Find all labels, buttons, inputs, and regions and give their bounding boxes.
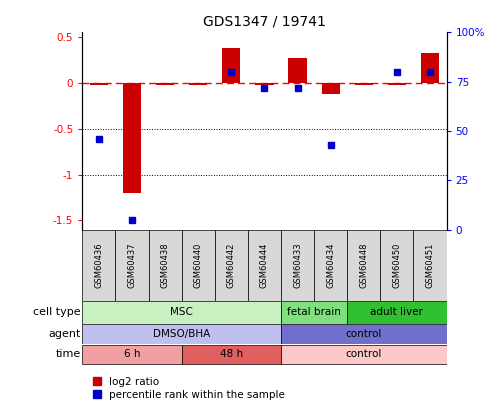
Bar	[255, 83, 273, 85]
Text: GSM60434: GSM60434	[326, 242, 335, 288]
Text: 6 h: 6 h	[124, 350, 140, 359]
Bar	[115, 230, 149, 301]
Text: cell type: cell type	[33, 307, 81, 317]
Bar	[321, 83, 340, 94]
Bar	[82, 301, 281, 324]
Bar	[355, 83, 373, 85]
Bar	[82, 345, 182, 364]
Text: control: control	[346, 350, 382, 359]
Text: agent: agent	[48, 329, 81, 339]
Text: control: control	[346, 329, 382, 339]
Bar	[189, 83, 208, 85]
Text: GSM60433: GSM60433	[293, 242, 302, 288]
Text: MSC: MSC	[170, 307, 193, 317]
Bar	[149, 230, 182, 301]
Bar	[182, 345, 281, 364]
Text: GSM60437: GSM60437	[128, 242, 137, 288]
Bar	[123, 83, 141, 193]
Text: GSM60436: GSM60436	[94, 242, 103, 288]
Bar	[288, 58, 307, 83]
Text: adult liver: adult liver	[370, 307, 423, 317]
Bar	[248, 230, 281, 301]
Bar	[222, 48, 241, 83]
Bar	[421, 53, 439, 83]
Text: GSM60444: GSM60444	[260, 242, 269, 288]
Legend: log2 ratio, percentile rank within the sample: log2 ratio, percentile rank within the s…	[92, 377, 285, 400]
Text: GSM60438: GSM60438	[161, 242, 170, 288]
Text: 48 h: 48 h	[220, 350, 243, 359]
Bar	[156, 83, 174, 85]
Bar	[82, 230, 115, 301]
Text: GDS1347 / 19741: GDS1347 / 19741	[203, 14, 326, 28]
Text: time: time	[55, 350, 81, 359]
Bar	[82, 324, 281, 344]
Text: DMSO/BHA: DMSO/BHA	[153, 329, 210, 339]
Bar	[281, 324, 447, 344]
Text: GSM60450: GSM60450	[392, 242, 401, 288]
Text: GSM60442: GSM60442	[227, 242, 236, 288]
Text: GSM60451: GSM60451	[426, 242, 435, 288]
Bar	[182, 230, 215, 301]
Bar	[281, 301, 347, 324]
Bar	[314, 230, 347, 301]
Text: fetal brain: fetal brain	[287, 307, 341, 317]
Bar	[281, 345, 447, 364]
Bar	[347, 230, 380, 301]
Text: GSM60448: GSM60448	[359, 242, 368, 288]
Text: GSM60440: GSM60440	[194, 242, 203, 288]
Bar	[281, 230, 314, 301]
Bar	[388, 83, 406, 85]
Bar	[414, 230, 447, 301]
Bar	[90, 83, 108, 85]
Bar	[215, 230, 248, 301]
Bar	[380, 230, 414, 301]
Bar	[347, 301, 447, 324]
